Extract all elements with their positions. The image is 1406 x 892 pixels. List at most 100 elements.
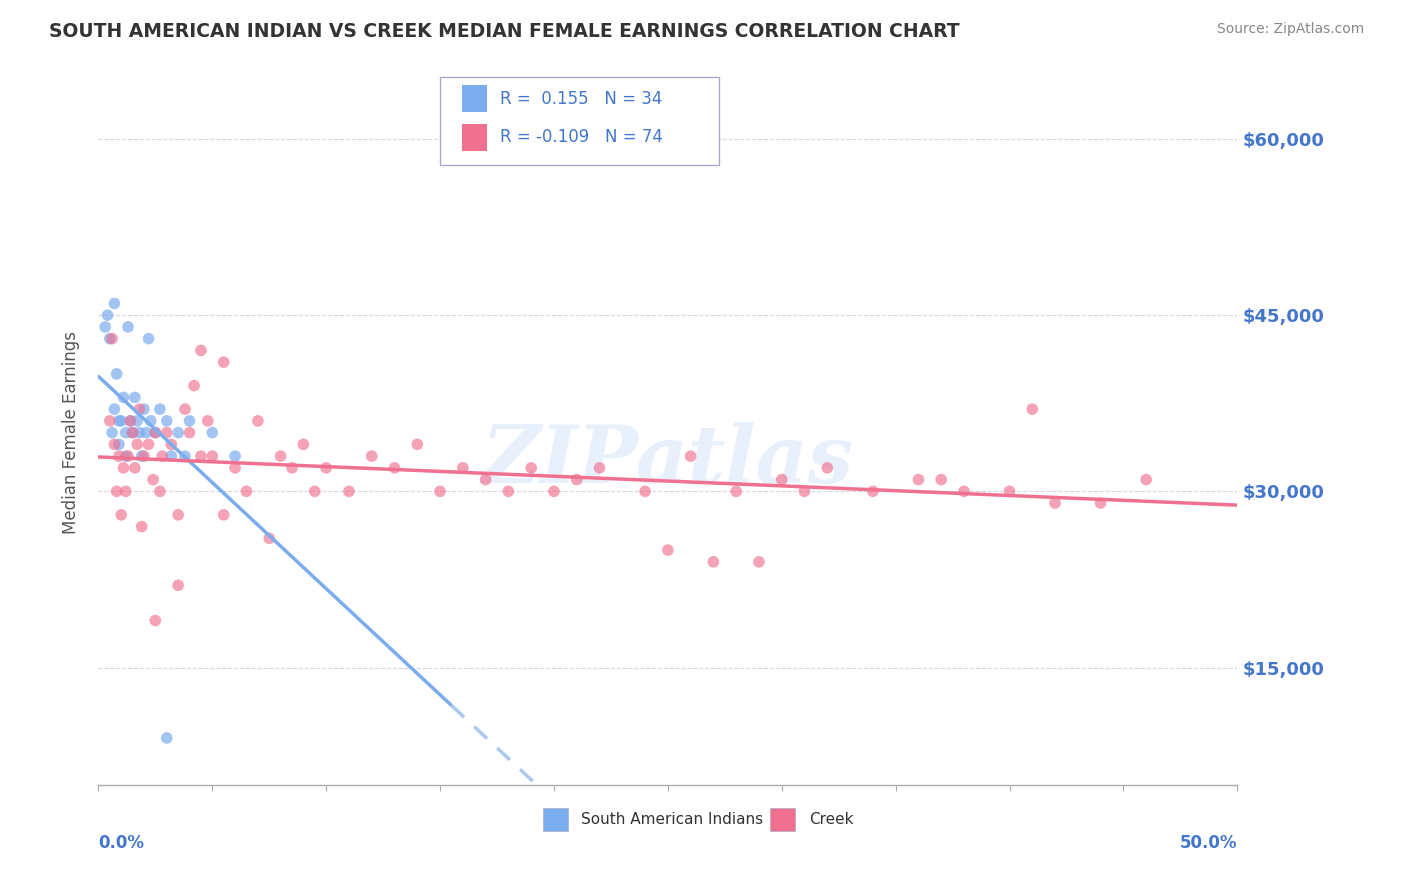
Point bbox=[131, 449, 153, 463]
Point bbox=[179, 414, 201, 428]
Point bbox=[953, 484, 976, 499]
Point bbox=[145, 614, 167, 628]
Point bbox=[156, 425, 179, 440]
Point bbox=[748, 555, 770, 569]
Point bbox=[132, 402, 155, 417]
Text: R =  0.155   N = 34: R = 0.155 N = 34 bbox=[501, 89, 662, 108]
Point bbox=[304, 484, 326, 499]
Point bbox=[142, 473, 165, 487]
Point bbox=[998, 484, 1021, 499]
Point bbox=[174, 449, 197, 463]
Point bbox=[101, 332, 124, 346]
Point bbox=[103, 402, 125, 417]
Point bbox=[167, 578, 190, 592]
Point bbox=[150, 449, 173, 463]
Point bbox=[108, 437, 131, 451]
Point bbox=[127, 414, 149, 428]
Point bbox=[429, 484, 451, 499]
Point bbox=[474, 473, 496, 487]
Point bbox=[1135, 473, 1157, 487]
Point bbox=[292, 437, 315, 451]
Point bbox=[197, 414, 219, 428]
Point bbox=[179, 425, 201, 440]
Text: SOUTH AMERICAN INDIAN VS CREEK MEDIAN FEMALE EARNINGS CORRELATION CHART: SOUTH AMERICAN INDIAN VS CREEK MEDIAN FE… bbox=[49, 22, 960, 41]
Point bbox=[149, 402, 172, 417]
Point bbox=[702, 555, 724, 569]
Point bbox=[520, 460, 543, 475]
Point bbox=[98, 332, 121, 346]
Point bbox=[108, 449, 131, 463]
Point bbox=[112, 460, 135, 475]
Point bbox=[406, 437, 429, 451]
Point bbox=[224, 460, 246, 475]
Point bbox=[120, 414, 142, 428]
Point bbox=[679, 449, 702, 463]
Point bbox=[127, 437, 149, 451]
Point bbox=[862, 484, 884, 499]
Point bbox=[201, 425, 224, 440]
Point bbox=[657, 543, 679, 558]
Point bbox=[167, 425, 190, 440]
Point bbox=[235, 484, 257, 499]
Point bbox=[224, 449, 246, 463]
Point bbox=[190, 449, 212, 463]
Point bbox=[121, 425, 143, 440]
Point bbox=[149, 484, 172, 499]
Bar bbox=[543, 808, 568, 830]
Text: ZIPatlas: ZIPatlas bbox=[482, 422, 853, 500]
Point bbox=[105, 367, 128, 381]
Text: South American Indians: South American Indians bbox=[581, 812, 763, 827]
Bar bbox=[770, 808, 796, 830]
Point bbox=[270, 449, 292, 463]
Point bbox=[112, 390, 135, 404]
Point bbox=[281, 460, 304, 475]
Point bbox=[384, 460, 406, 475]
Point bbox=[103, 437, 125, 451]
Point bbox=[156, 731, 179, 745]
Point bbox=[103, 296, 125, 310]
Point bbox=[160, 437, 183, 451]
Text: Source: ZipAtlas.com: Source: ZipAtlas.com bbox=[1216, 22, 1364, 37]
Point bbox=[114, 425, 136, 440]
Point bbox=[725, 484, 748, 499]
Point bbox=[94, 320, 117, 334]
Point bbox=[105, 484, 128, 499]
Point bbox=[108, 414, 131, 428]
Point bbox=[117, 449, 139, 463]
Point bbox=[101, 425, 124, 440]
Point bbox=[259, 531, 281, 545]
Text: R = -0.109   N = 74: R = -0.109 N = 74 bbox=[501, 128, 664, 146]
Point bbox=[128, 402, 150, 417]
Point bbox=[124, 390, 146, 404]
Text: 0.0%: 0.0% bbox=[98, 834, 145, 852]
Point bbox=[160, 449, 183, 463]
Point bbox=[793, 484, 815, 499]
Point bbox=[1021, 402, 1043, 417]
Bar bbox=[461, 124, 486, 151]
Point bbox=[110, 414, 132, 428]
Point bbox=[132, 449, 155, 463]
Point bbox=[121, 425, 143, 440]
Point bbox=[139, 414, 162, 428]
Text: Creek: Creek bbox=[808, 812, 853, 827]
Point bbox=[212, 508, 235, 522]
Point bbox=[96, 308, 118, 322]
Point bbox=[337, 484, 360, 499]
Y-axis label: Median Female Earnings: Median Female Earnings bbox=[62, 331, 80, 534]
Point bbox=[1090, 496, 1112, 510]
Point bbox=[815, 460, 838, 475]
Point bbox=[145, 425, 167, 440]
Point bbox=[770, 473, 793, 487]
Point bbox=[634, 484, 657, 499]
FancyBboxPatch shape bbox=[440, 77, 718, 165]
Point bbox=[451, 460, 474, 475]
Point bbox=[117, 320, 139, 334]
Point bbox=[114, 484, 136, 499]
Point bbox=[120, 414, 142, 428]
Point bbox=[98, 414, 121, 428]
Point bbox=[588, 460, 610, 475]
Point bbox=[929, 473, 952, 487]
Bar bbox=[461, 86, 486, 112]
Text: 50.0%: 50.0% bbox=[1180, 834, 1237, 852]
Point bbox=[190, 343, 212, 358]
